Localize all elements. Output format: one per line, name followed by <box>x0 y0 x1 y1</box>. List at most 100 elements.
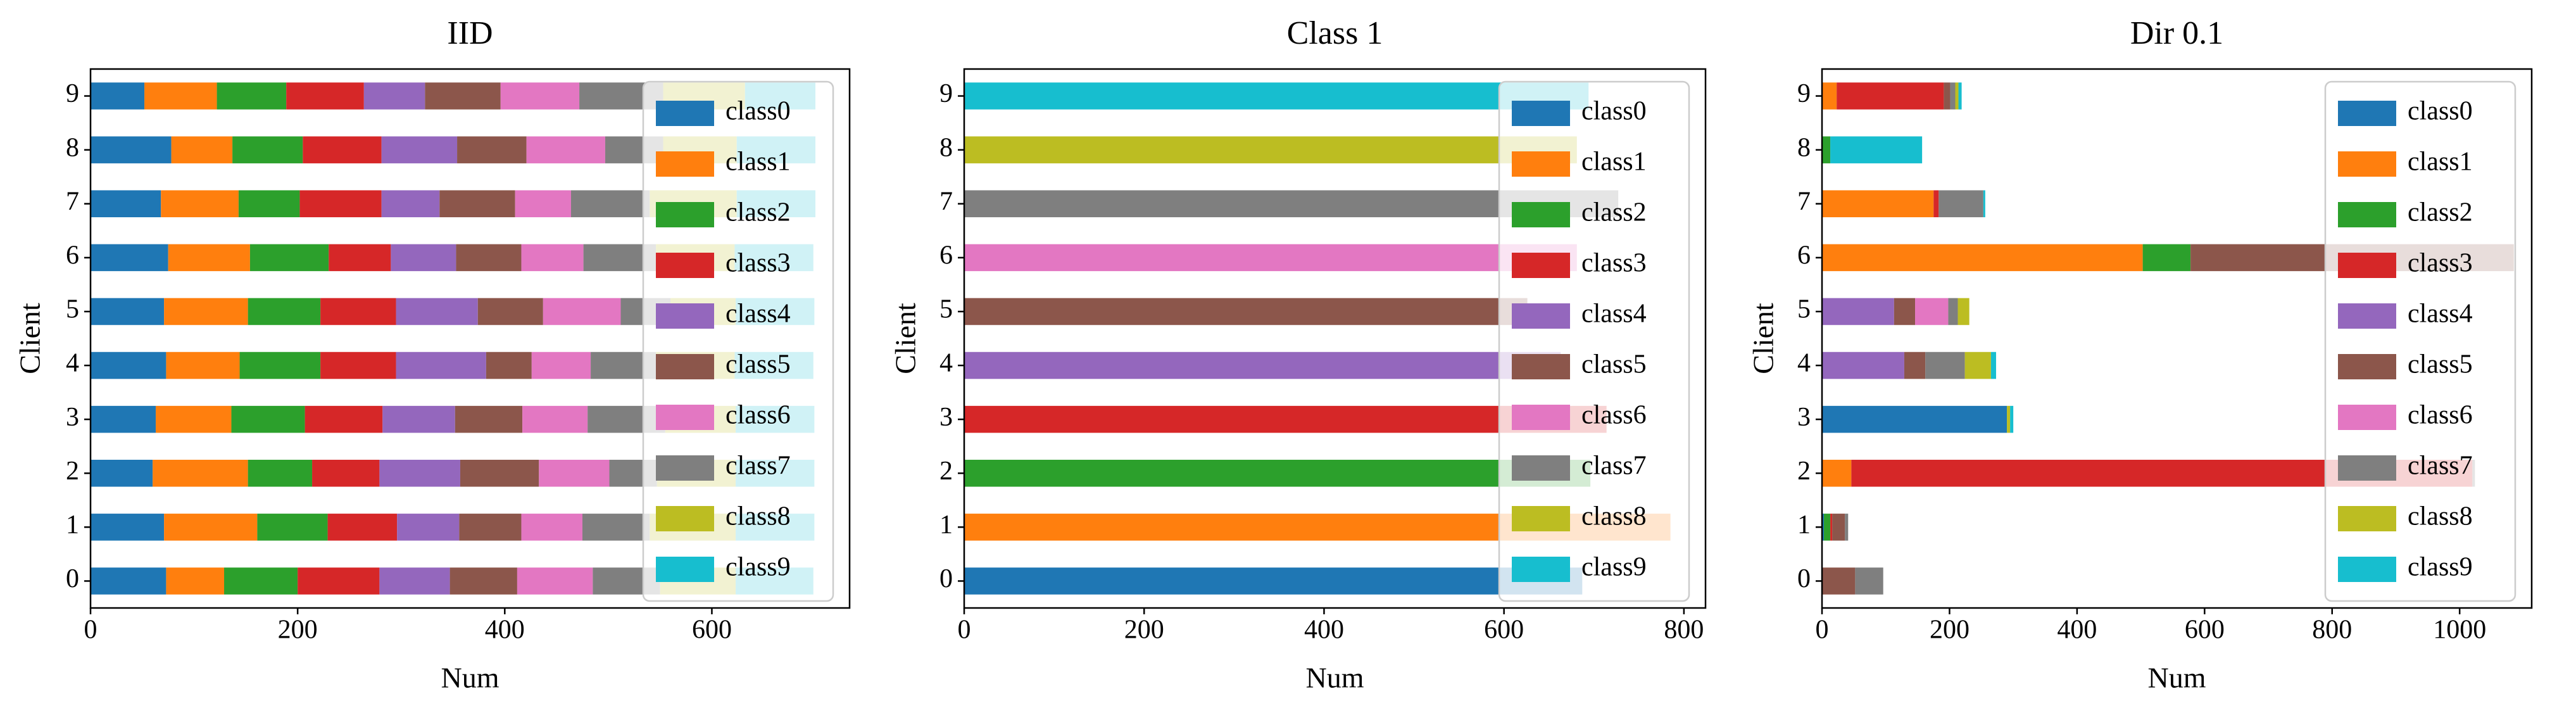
bar <box>425 82 501 110</box>
bar <box>156 405 232 433</box>
bar <box>1944 82 1951 110</box>
legend-swatch <box>656 557 714 582</box>
bar <box>570 190 650 218</box>
y-tick-label: 9 <box>1797 79 1811 108</box>
legend-label: class7 <box>2408 452 2473 481</box>
x-tick-label: 1000 <box>2433 616 2486 645</box>
legend-label: class5 <box>726 350 791 379</box>
legend-swatch <box>2338 557 2396 582</box>
x-tick-label: 0 <box>1816 616 1829 645</box>
legend-swatch <box>1512 151 1570 177</box>
y-tick-label: 3 <box>1797 403 1811 432</box>
y-tick-label: 0 <box>939 564 953 593</box>
x-tick-label: 600 <box>692 616 732 645</box>
bar <box>439 190 515 218</box>
legend-label: class5 <box>2408 350 2473 379</box>
bar <box>1904 351 1926 379</box>
chart-title: IID <box>447 15 493 51</box>
legend-label: class7 <box>1581 452 1647 481</box>
bar <box>1983 190 1985 218</box>
y-axis-label: Client <box>889 303 922 374</box>
plot-area <box>964 82 1671 595</box>
bar <box>286 82 364 110</box>
legend-swatch <box>1512 557 1570 582</box>
bar <box>449 567 517 595</box>
legend-label: class6 <box>1581 401 1647 430</box>
legend-label: class8 <box>2408 502 2473 531</box>
bar <box>1958 82 1962 110</box>
x-tick-label: 600 <box>2185 616 2225 645</box>
bar <box>1948 298 1958 326</box>
bar <box>312 459 380 487</box>
y-tick-label: 4 <box>1797 349 1811 378</box>
y-tick-label: 7 <box>939 187 953 216</box>
bar <box>239 351 321 379</box>
legend-swatch <box>1512 354 1570 379</box>
legend-label: class4 <box>1581 300 1647 329</box>
legend-label: class0 <box>2408 97 2473 126</box>
bar <box>1822 405 2007 433</box>
axes-frame <box>1821 68 2533 609</box>
bar <box>91 190 161 218</box>
bar <box>91 244 168 272</box>
bar <box>382 405 455 433</box>
bar <box>531 351 591 379</box>
bar <box>1822 351 1904 379</box>
legend-label: class2 <box>726 198 791 227</box>
x-tick-label: 400 <box>485 616 525 645</box>
bar <box>161 190 239 218</box>
bar <box>2142 244 2191 272</box>
bar <box>2007 405 2011 433</box>
bar <box>299 190 382 218</box>
legend: class0 class1 class2 class3 class4 class5 clas… <box>642 80 834 602</box>
legend-swatch <box>1512 253 1570 278</box>
bar <box>303 136 382 163</box>
bar <box>522 405 588 433</box>
y-tick-label: 8 <box>1797 133 1811 162</box>
bar <box>1822 244 2143 272</box>
legend-swatch <box>2338 506 2396 531</box>
bar <box>91 459 153 487</box>
bar <box>964 459 1591 487</box>
bar <box>249 244 329 272</box>
bar <box>964 244 1577 272</box>
bar <box>500 82 580 110</box>
bar <box>1855 567 1883 595</box>
bar <box>459 514 522 541</box>
bar <box>1822 82 1837 110</box>
bar <box>379 567 450 595</box>
bar <box>460 459 539 487</box>
y-tick-label: 3 <box>939 403 953 432</box>
bar <box>320 298 396 326</box>
legend-label: class6 <box>2408 401 2473 430</box>
legend-swatch <box>656 202 714 227</box>
bar <box>1933 190 1939 218</box>
legend-swatch <box>656 151 714 177</box>
legend-label: class2 <box>1581 198 1647 227</box>
y-tick-label: 0 <box>1797 564 1811 593</box>
x-tick-label: 400 <box>1304 616 1344 645</box>
bar <box>1822 190 1934 218</box>
bar <box>164 298 248 326</box>
bar <box>1832 514 1845 541</box>
legend-swatch <box>656 253 714 278</box>
bar <box>964 298 1528 326</box>
legend-label: class9 <box>2408 553 2473 582</box>
y-tick-label: 1 <box>1797 510 1811 540</box>
legend-swatch <box>1512 405 1570 430</box>
legend-swatch <box>2338 455 2396 481</box>
bar <box>1830 136 1923 163</box>
bar <box>486 351 532 379</box>
bar <box>91 567 166 595</box>
y-tick-label: 3 <box>66 403 79 432</box>
x-tick-label: 200 <box>1930 616 1970 645</box>
legend-label: class3 <box>2408 249 2473 278</box>
y-tick-label: 2 <box>66 457 79 486</box>
bar <box>1950 82 1956 110</box>
bar <box>1938 190 1983 218</box>
legend-swatch <box>656 101 714 126</box>
y-tick-label: 9 <box>939 79 953 108</box>
bars <box>964 82 1671 595</box>
bar <box>363 82 425 110</box>
bar <box>91 82 145 110</box>
